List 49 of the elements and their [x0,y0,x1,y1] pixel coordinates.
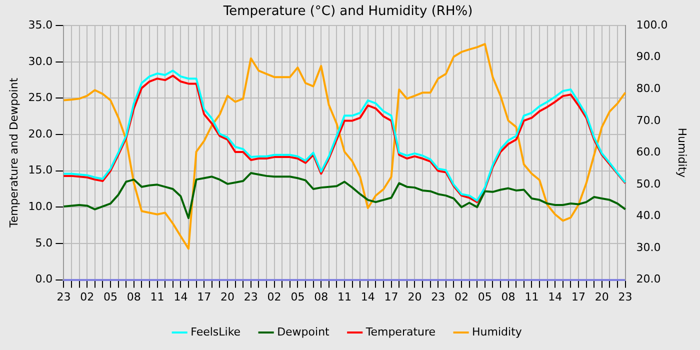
y2-tick-label: 50.0 [636,177,661,190]
y2-tick-label: 20.0 [636,272,661,286]
x-tick-label: 23 [56,290,71,304]
x-tick-label: 23 [618,290,632,304]
x-tick-label: 23 [244,290,258,304]
y2-tick-label: 40.0 [636,209,661,222]
y-tick-label: 35.0 [28,18,53,32]
y-axis-title: Temperature and Dewpoint [7,77,20,229]
y2-tick-label: 90.0 [636,50,661,64]
x-tick-label: 02 [80,290,94,304]
x-tick-label: 17 [384,290,398,304]
y2-tick-label: 80.0 [636,82,661,96]
y-tick-label: 0.0 [35,272,53,286]
y-tick-label: 20.0 [28,127,53,140]
x-tick-label: 14 [360,290,375,304]
x-tick-label: 08 [314,290,328,304]
x-tick-label: 17 [197,290,212,304]
x-tick-label: 20 [220,290,234,304]
x-tick-label: 08 [126,290,141,304]
x-tick-label: 05 [290,290,305,304]
y-tick-label: 10.0 [28,200,53,214]
x-tick-label: 08 [501,290,516,304]
y2-tick-label: 70.0 [636,114,661,127]
y2-axis-title: Humidity [676,128,689,178]
y2-tick-label: 100.0 [636,18,668,32]
y-tick-label: 30.0 [28,54,53,68]
x-tick-label: 02 [454,290,469,304]
y-tick-label: 15.0 [28,164,53,177]
x-tick-label: 11 [524,290,539,304]
x-tick-label: 11 [338,290,352,304]
x-tick-label: 20 [408,290,422,304]
y2-tick-label: 60.0 [636,146,661,159]
legend-label: FeelsLike [190,325,241,338]
x-tick-label: 23 [431,290,446,304]
x-tick-label: 17 [572,290,586,304]
legend-label: Humidity [472,325,522,338]
x-tick-label: 14 [174,290,188,304]
x-tick-label: 20 [594,290,609,304]
y-tick-label: 25.0 [28,91,53,104]
legend-label: Dewpoint [277,325,330,338]
chart-title: Temperature (°C) and Humidity (RH%) [222,4,473,20]
x-tick-label: 02 [267,290,282,304]
y2-tick-label: 30.0 [636,240,661,254]
x-tick-label: 14 [548,290,562,304]
x-tick-label: 05 [103,290,118,304]
legend-label: Temperature [364,325,436,338]
x-tick-label: 05 [478,290,492,304]
x-tick-label: 11 [150,290,164,304]
y-tick-label: 5.0 [35,236,53,250]
